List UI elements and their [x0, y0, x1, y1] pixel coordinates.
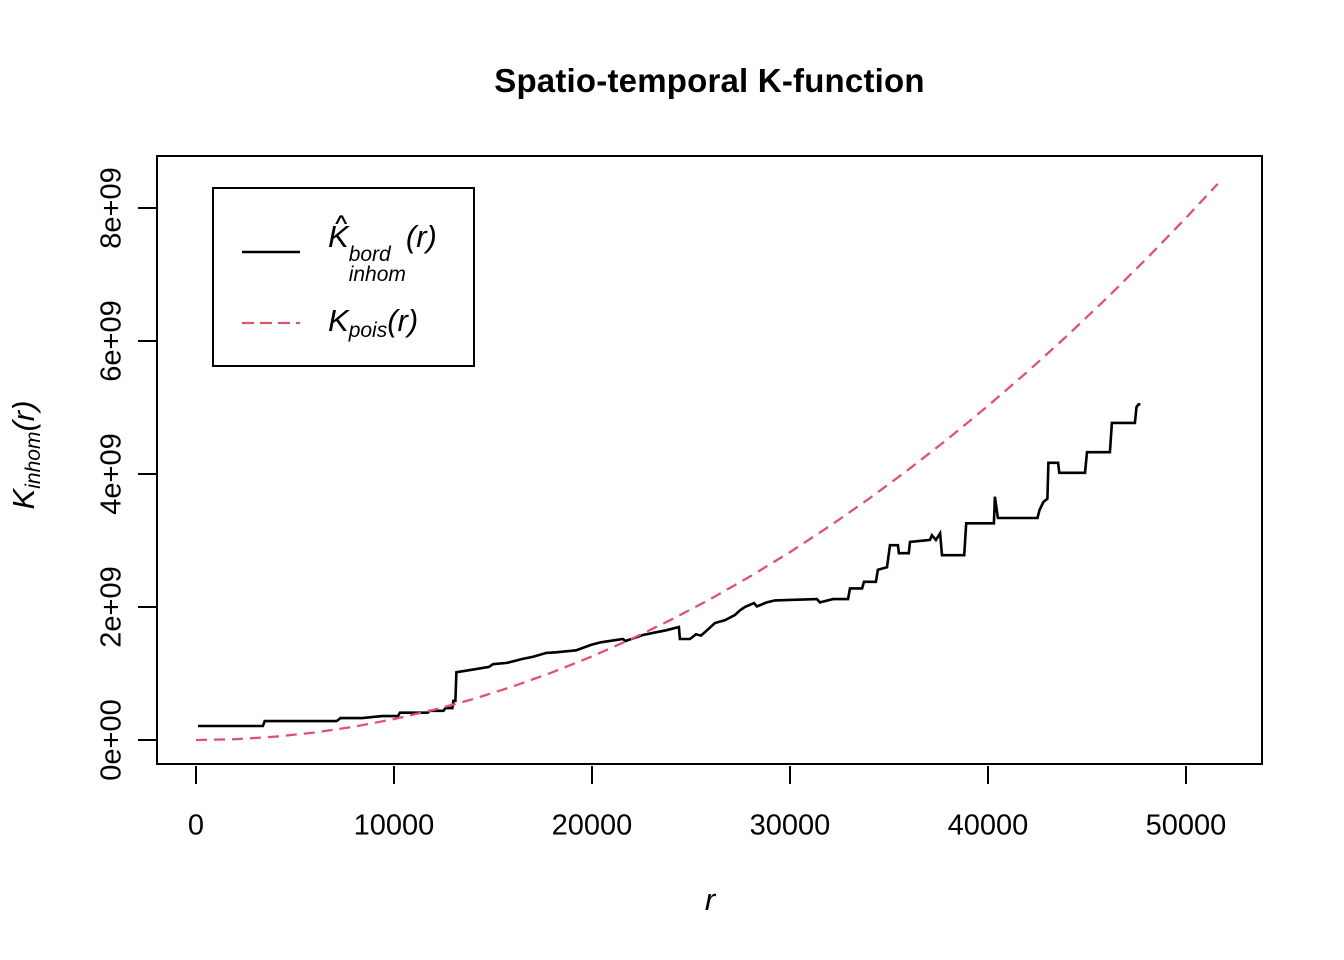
legend-label-poisson: Kpois(r) — [328, 303, 419, 342]
y-tick-mark — [138, 739, 156, 741]
y-tick-label: 4e+09 — [95, 433, 128, 515]
legend-item-poisson: Kpois(r) — [214, 295, 473, 351]
x-tick-mark — [1185, 766, 1187, 784]
y-tick-label: 2e+09 — [95, 566, 128, 648]
x-tick-mark — [987, 766, 989, 784]
x-tick-mark — [591, 766, 593, 784]
plot-title: Spatio-temporal K-function — [494, 62, 925, 99]
y-tick-mark — [138, 606, 156, 608]
y-axis-label-paren: (r) — [6, 400, 41, 432]
x-tick-label: 30000 — [749, 809, 831, 842]
y-tick-mark — [138, 207, 156, 209]
x-tick-label: 50000 — [1145, 809, 1227, 842]
plot-box-border — [156, 155, 1263, 765]
y-tick-mark — [138, 340, 156, 342]
y-tick-label: 6e+09 — [95, 300, 128, 382]
x-tick-mark — [393, 766, 395, 784]
y-axis-label: Kinhom(r) — [6, 401, 46, 510]
y-axis-label-main: K — [6, 488, 41, 510]
x-tick-mark — [195, 766, 197, 784]
plot-area — [156, 155, 1263, 765]
x-axis-label: r — [704, 882, 716, 917]
x-tick-label: 10000 — [353, 809, 435, 842]
empirical-k-curve — [198, 403, 1141, 728]
y-tick-label: 8e+09 — [95, 167, 128, 249]
hat-accent: ∧ — [331, 209, 351, 227]
dashed-line-sample — [242, 321, 300, 325]
solid-line-sample — [242, 250, 300, 254]
x-tick-label: 0 — [187, 809, 205, 842]
y-tick-label: 0e+00 — [95, 699, 128, 781]
chart-svg — [156, 155, 1263, 765]
x-tick-mark — [789, 766, 791, 784]
y-axis-label-sub: inhom — [22, 431, 45, 489]
x-tick-label: 20000 — [551, 809, 633, 842]
x-tick-label: 40000 — [947, 809, 1029, 842]
y-tick-mark — [138, 473, 156, 475]
poisson-k-curve — [195, 183, 1219, 742]
